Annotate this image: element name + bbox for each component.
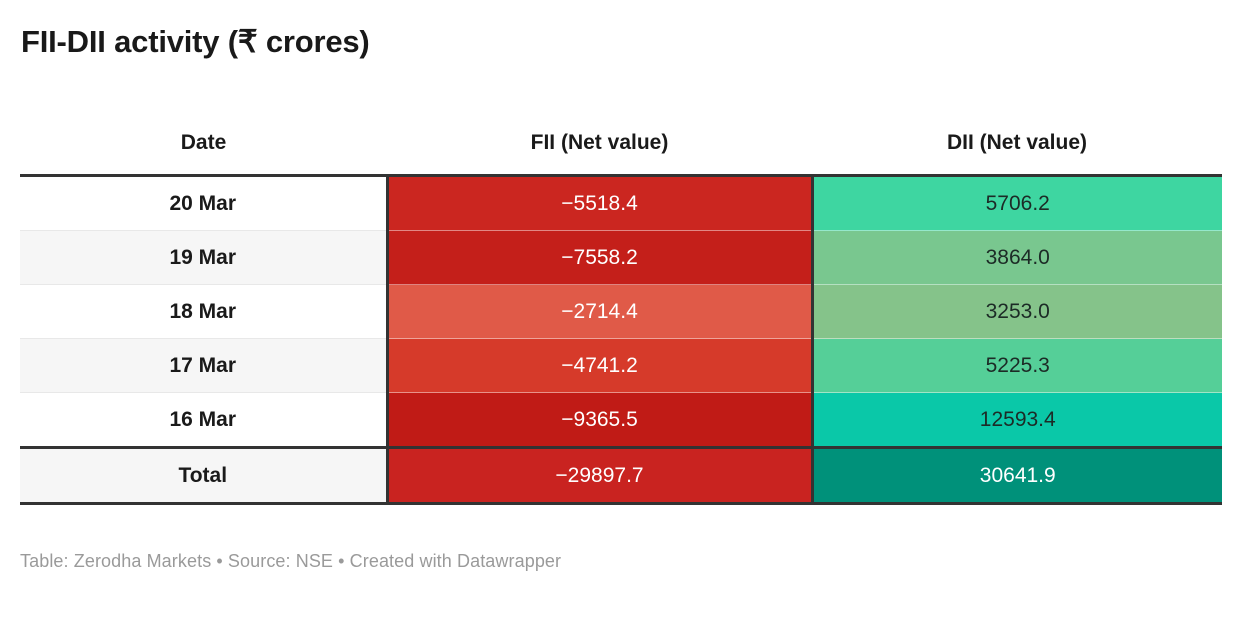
dii-value-cell: 3253.0 [812,284,1222,339]
date-cell: 18 Mar [20,284,387,339]
fii-total-cell: −29897.7 [385,446,814,505]
dii-value-cell: 5225.3 [812,338,1222,393]
dii-total-cell: 30641.9 [812,446,1222,505]
column-header-fii: FII (Net value) [387,112,812,177]
date-cell: 19 Mar [20,230,387,285]
column-header-dii: DII (Net value) [812,112,1222,177]
page: FII-DII activity (₹ crores) Date FII (Ne… [0,23,1240,572]
date-cell: 20 Mar [20,175,387,231]
fii-value-cell: −9365.5 [385,392,814,448]
fii-value-cell: −4741.2 [385,338,814,393]
total-label-cell: Total [20,446,387,505]
table-row: 20 Mar −5518.4 5706.2 [20,175,1222,231]
attribution-footer: Table: Zerodha Markets • Source: NSE • C… [20,551,562,571]
table-row: 17 Mar −4741.2 5225.3 [20,338,1222,393]
fii-dii-table: Date FII (Net value) DII (Net value) 20 … [20,112,1222,505]
column-header-date: Date [20,112,387,177]
page-title: FII-DII activity (₹ crores) [21,24,370,59]
date-cell: 16 Mar [20,392,387,448]
fii-value-cell: −7558.2 [385,230,814,285]
table-header: Date FII (Net value) DII (Net value) [20,112,1222,177]
fii-value-cell: −5518.4 [385,175,814,231]
table-row: 19 Mar −7558.2 3864.0 [20,230,1222,285]
table-row: 18 Mar −2714.4 3253.0 [20,284,1222,339]
dii-value-cell: 3864.0 [812,230,1222,285]
table-row: 16 Mar −9365.5 12593.4 [20,392,1222,448]
dii-value-cell: 5706.2 [812,175,1222,231]
table-total-row: Total −29897.7 30641.9 [20,446,1222,505]
fii-value-cell: −2714.4 [385,284,814,339]
date-cell: 17 Mar [20,338,387,393]
dii-value-cell: 12593.4 [812,392,1222,448]
